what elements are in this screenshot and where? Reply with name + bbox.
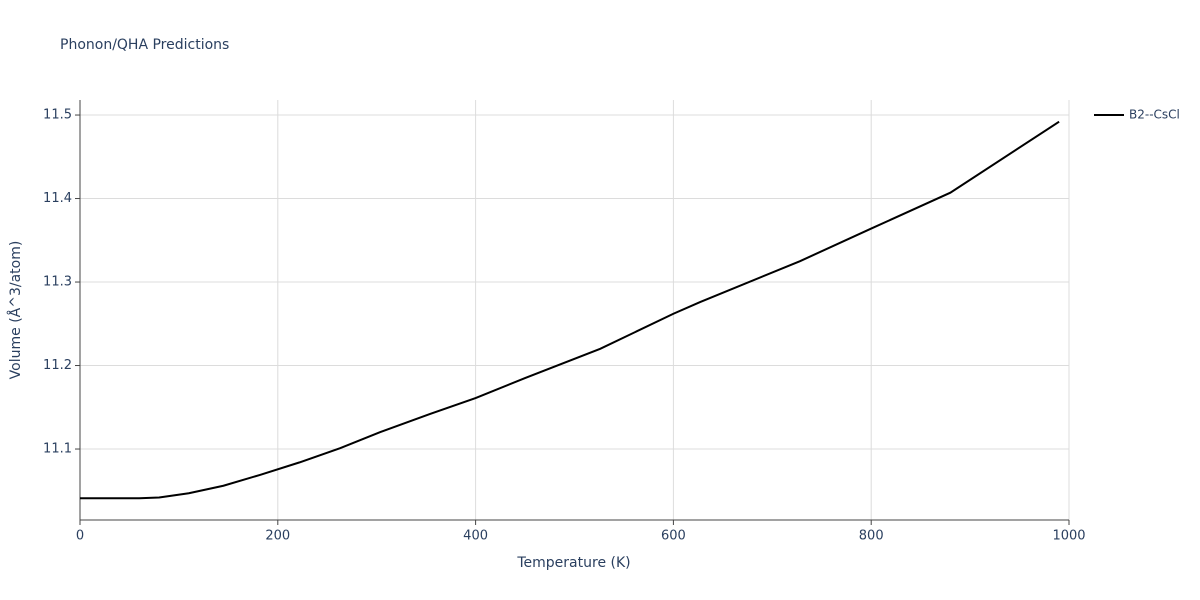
line [80, 120, 1060, 500]
x-tick-label: 200 [265, 529, 290, 544]
x-tick-label: 800 [859, 529, 884, 544]
x-tick-label: 600 [661, 529, 686, 544]
x-tick-label: 400 [463, 529, 488, 544]
y-tick-label: 11.4 [43, 191, 72, 206]
y-tick-label: 11.3 [43, 275, 72, 290]
x-tick-label: 1000 [1052, 529, 1085, 544]
y-tick-label: 11.5 [43, 108, 72, 123]
y-tick-label: 11.1 [43, 442, 72, 457]
x-axis-label: Temperature (K) [516, 555, 630, 571]
chart-title: Phonon/QHA Predictions [60, 37, 229, 53]
legend-label: B2--CsCl [1129, 108, 1180, 122]
x-tick-label: 0 [76, 529, 84, 544]
y-tick-label: 11.2 [43, 358, 72, 373]
y-axis-label: Volume (Å^3/atom) [7, 241, 24, 380]
